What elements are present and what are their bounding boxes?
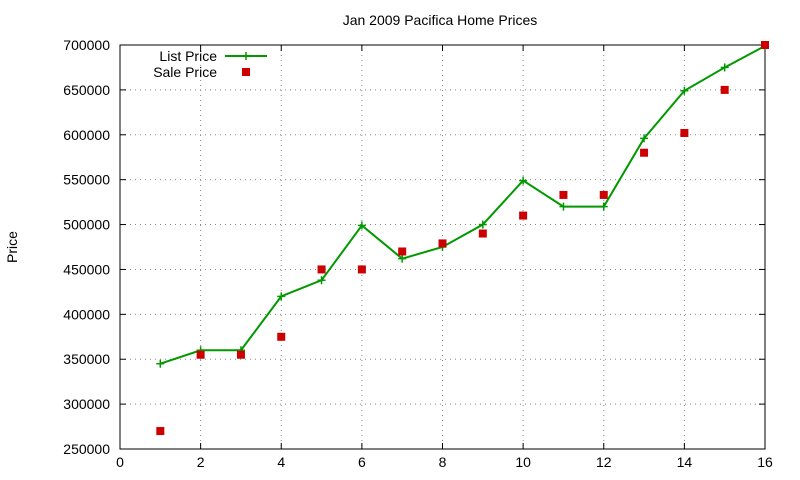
sale-price-point bbox=[438, 239, 447, 248]
list-price-point bbox=[156, 359, 165, 368]
y-tick-label: 500000 bbox=[63, 217, 110, 233]
y-tick-label: 350000 bbox=[63, 351, 110, 367]
y-tick-label: 450000 bbox=[63, 261, 110, 277]
list-price-point bbox=[680, 86, 689, 95]
list-price-point bbox=[640, 134, 649, 143]
sale-price-point bbox=[519, 211, 528, 220]
legend-swatch-marker bbox=[242, 52, 250, 60]
x-tick-label: 12 bbox=[596, 454, 612, 470]
y-tick-label: 550000 bbox=[63, 172, 110, 188]
series bbox=[156, 41, 769, 436]
list-price-point bbox=[357, 221, 366, 230]
y-axis-label: Price bbox=[4, 231, 20, 263]
sale-price-point bbox=[196, 350, 205, 359]
sale-price-point bbox=[599, 190, 608, 199]
y-tick-label: 700000 bbox=[63, 37, 110, 53]
sale-price-point bbox=[398, 247, 407, 256]
sale-price-point bbox=[236, 350, 245, 359]
sale-price-point bbox=[277, 332, 286, 341]
sale-price-point bbox=[357, 265, 366, 274]
x-tick-label: 2 bbox=[197, 454, 205, 470]
sale-price-point bbox=[559, 190, 568, 199]
list-price-point bbox=[559, 202, 568, 211]
sale-price-point bbox=[478, 229, 487, 238]
y-tick-label: 400000 bbox=[63, 306, 110, 322]
sale-price-point bbox=[680, 128, 689, 137]
list-price-point bbox=[398, 254, 407, 263]
chart-title: Jan 2009 Pacifica Home Prices bbox=[343, 12, 538, 28]
x-tick-label: 10 bbox=[515, 454, 531, 470]
x-tick-label: 4 bbox=[277, 454, 285, 470]
sale-price-point bbox=[156, 427, 165, 436]
legend-label: List Price bbox=[159, 48, 217, 64]
list-price-line bbox=[159, 45, 766, 365]
sale-price-point bbox=[720, 85, 729, 94]
sale-price-point bbox=[317, 265, 326, 274]
x-tick-label: 0 bbox=[116, 454, 124, 470]
y-tick-label: 600000 bbox=[63, 127, 110, 143]
x-tick-label: 16 bbox=[757, 454, 773, 470]
list-price-point bbox=[720, 63, 729, 72]
x-tick-label: 6 bbox=[358, 454, 366, 470]
axis-ticks: 0 2 4 6 8 10 12 14 16 250000 300000 350000 400000 450… bbox=[63, 37, 773, 470]
series-list-price bbox=[156, 41, 769, 368]
y-tick-label: 250000 bbox=[63, 441, 110, 457]
x-tick-label: 8 bbox=[439, 454, 447, 470]
list-price-point bbox=[478, 220, 487, 229]
legend-swatch-square bbox=[242, 68, 250, 76]
y-tick-label: 300000 bbox=[63, 396, 110, 412]
x-tick-label: 14 bbox=[677, 454, 693, 470]
sale-price-point bbox=[640, 148, 649, 157]
list-price-point bbox=[519, 176, 528, 185]
list-price-point bbox=[599, 202, 608, 211]
legend-label: Sale Price bbox=[153, 64, 217, 80]
list-price-point bbox=[317, 276, 326, 285]
y-tick-label: 650000 bbox=[63, 82, 110, 98]
sale-price-point bbox=[761, 41, 769, 49]
list-price-point bbox=[277, 292, 286, 301]
series-sale-price bbox=[156, 41, 769, 436]
